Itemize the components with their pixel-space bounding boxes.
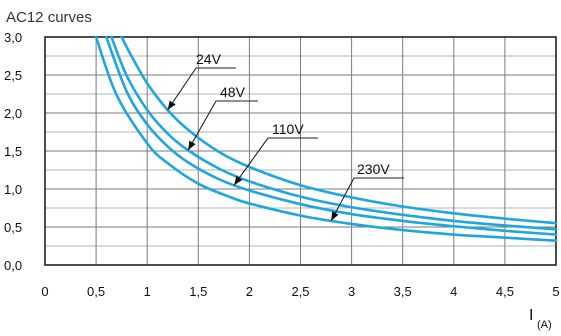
x-tick-label: 4 bbox=[450, 284, 457, 299]
arrow-head bbox=[234, 175, 243, 186]
curve-110v bbox=[105, 35, 558, 236]
curve-label-230v: 230V bbox=[357, 161, 390, 177]
curve-24v bbox=[120, 35, 558, 225]
y-tick-label: 0,0 bbox=[4, 258, 22, 273]
curves bbox=[94, 35, 558, 242]
y-tick-labels: 0,0 0,5 1,0 1,5 2,0 2,5 3,0 bbox=[4, 30, 22, 273]
y-tick-label: 2,5 bbox=[4, 68, 22, 83]
x-tick-label: 1 bbox=[144, 284, 151, 299]
x-tick-label: 2,5 bbox=[291, 284, 309, 299]
x-tick-label: 2 bbox=[246, 284, 253, 299]
curve-label-leader bbox=[187, 100, 217, 151]
x-axis-unit: (A) bbox=[537, 319, 552, 331]
x-tick-label: 5 bbox=[552, 284, 559, 299]
arrow-head bbox=[331, 211, 339, 221]
curve-label-24v: 24V bbox=[196, 51, 222, 67]
annotations: 24V 48V 110V 230V bbox=[167, 51, 404, 222]
plot-frame bbox=[44, 36, 557, 266]
y-tick-label: 2,0 bbox=[4, 106, 22, 121]
curve-230v bbox=[94, 35, 558, 242]
curve-label-leader bbox=[233, 137, 269, 186]
x-tick-label: 4,5 bbox=[496, 284, 514, 299]
y-tick-label: 3,0 bbox=[4, 30, 22, 45]
curve-label-110v: 110V bbox=[272, 121, 304, 137]
grid bbox=[44, 36, 557, 266]
y-tick-label: 1,0 bbox=[4, 182, 22, 197]
x-tick-label: 3,5 bbox=[394, 284, 412, 299]
x-tick-label: 1,5 bbox=[189, 284, 207, 299]
chart-title: AC12 curves bbox=[6, 9, 92, 26]
arrow-head bbox=[167, 100, 176, 110]
y-tick-label: 0,5 bbox=[4, 220, 22, 235]
y-tick-label: 1,5 bbox=[4, 144, 22, 159]
x-axis-label: I bbox=[529, 307, 533, 324]
x-tick-label: 0,5 bbox=[87, 284, 105, 299]
x-tick-label: 0 bbox=[41, 284, 48, 299]
curve-label-48v: 48V bbox=[220, 84, 246, 100]
arrow-head bbox=[188, 140, 196, 151]
x-tick-label: 3 bbox=[348, 284, 355, 299]
curve-48v bbox=[110, 35, 558, 231]
x-tick-labels: 0 0,5 1 1,5 2 2,5 3 3,5 4 4,5 5 bbox=[41, 284, 559, 299]
